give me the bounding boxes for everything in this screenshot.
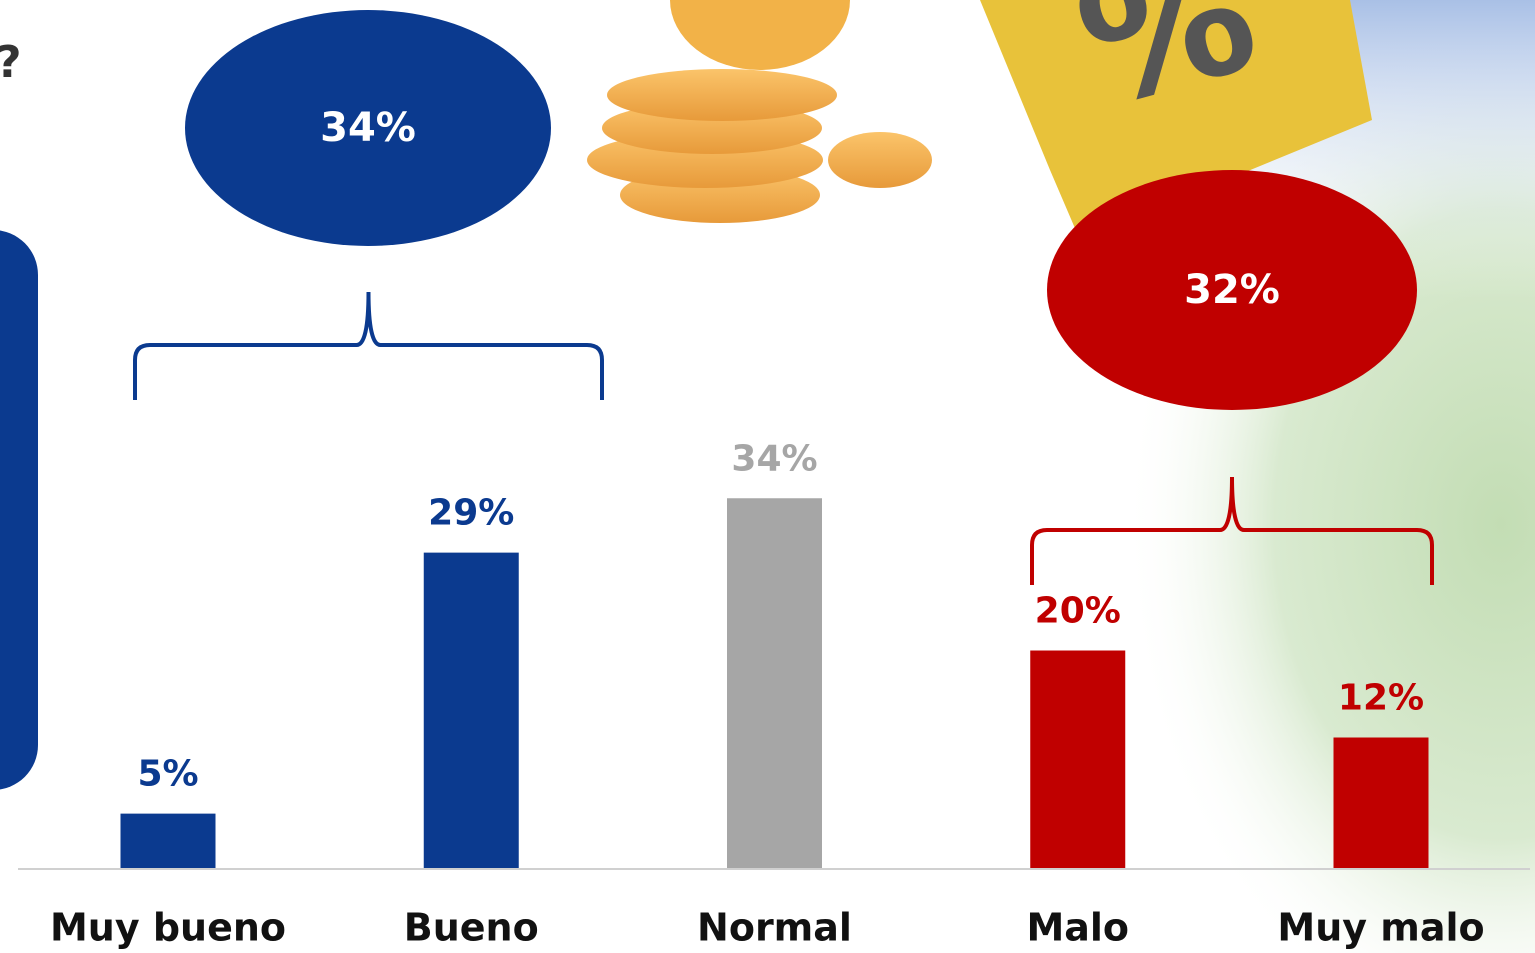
group-bubble	[185, 10, 551, 246]
percent-tag: %	[980, 0, 1372, 240]
bar	[423, 552, 519, 868]
group-label: 32%	[1184, 267, 1280, 313]
value-label: 34%	[731, 438, 817, 479]
x-tick-label: Muy bueno	[50, 906, 286, 950]
x-tick-label: Malo	[1026, 906, 1129, 950]
title: ?	[0, 37, 22, 88]
coins-illustration	[587, 0, 932, 223]
side-panel	[0, 230, 38, 790]
bar	[1030, 650, 1126, 868]
bar	[1333, 737, 1429, 868]
x-tick-label: Normal	[697, 906, 852, 950]
bracket	[133, 291, 604, 400]
value-label: 5%	[137, 754, 198, 795]
bar	[120, 813, 216, 868]
value-label: 20%	[1035, 591, 1121, 632]
value-label: 29%	[428, 493, 514, 534]
x-tick-label: Bueno	[404, 906, 539, 950]
group-label: 34%	[320, 105, 416, 151]
group-bubble	[1047, 170, 1417, 410]
value-label: 12%	[1338, 678, 1424, 719]
x-tick-label: Muy malo	[1277, 906, 1484, 950]
bar	[727, 498, 822, 868]
bracket	[1030, 476, 1434, 585]
